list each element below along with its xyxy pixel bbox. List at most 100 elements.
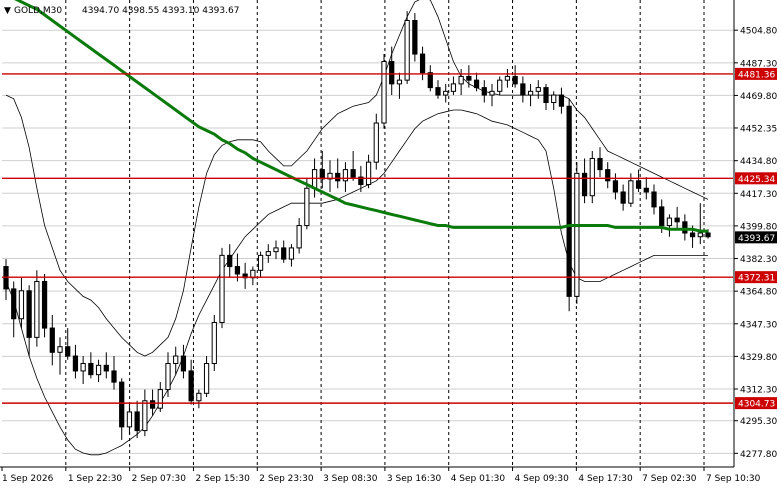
candle-body <box>381 61 387 124</box>
candle <box>497 76 503 96</box>
candle-body <box>49 327 55 353</box>
time-tick-label: 4 Sep 17:30 <box>578 474 633 484</box>
candle-body <box>203 362 210 394</box>
price-tick-label: 4312.30 <box>740 386 777 396</box>
candle <box>674 206 680 230</box>
candle-body <box>265 251 271 256</box>
candle-body <box>157 389 163 409</box>
candle <box>597 147 603 178</box>
candle-body <box>659 206 665 227</box>
candle <box>443 83 449 103</box>
candle <box>381 54 387 129</box>
candle-body <box>419 53 426 74</box>
candle-body <box>304 187 310 227</box>
price-tick-label: 4347.30 <box>740 320 777 330</box>
bollinger-bands <box>5 0 709 456</box>
candle <box>111 356 117 390</box>
candle-body <box>412 20 418 55</box>
candle <box>219 247 225 329</box>
candle <box>404 11 410 84</box>
price-axis: 4504.80 4487.30 4469.80 4452.35 4434.80 4417.… <box>734 27 777 460</box>
candle-body <box>34 280 40 338</box>
candle-body <box>396 79 403 85</box>
candle-body <box>589 157 595 197</box>
candle-body <box>581 172 588 197</box>
chart-header: ▼ GOLD,M30 4394.70 4398.55 4393.10 4393.… <box>4 6 239 16</box>
candle-body <box>296 225 302 249</box>
candle-body <box>358 176 364 186</box>
candle-body <box>574 172 580 297</box>
candle <box>520 76 526 103</box>
candle-body <box>281 247 287 260</box>
header-ohlc: 4394.70 4398.55 4393.10 4393.67 <box>82 6 239 16</box>
candle <box>635 169 642 192</box>
candle <box>257 251 264 278</box>
header-dropdown-icon[interactable]: ▼ <box>4 6 11 16</box>
candle-body <box>535 87 541 92</box>
candle-body <box>373 122 379 163</box>
time-tick-label: 2 Sep 07:30 <box>132 474 187 484</box>
candle-body <box>635 180 642 189</box>
candle <box>180 344 187 379</box>
candle-body <box>705 232 711 238</box>
candle-body <box>134 411 140 432</box>
candle <box>605 162 611 189</box>
candle-body <box>65 346 71 357</box>
candle <box>126 402 133 435</box>
candle <box>350 150 356 181</box>
candle <box>527 83 534 107</box>
horizontal-levels[interactable] <box>2 73 733 404</box>
candle-body <box>26 290 32 338</box>
time-tick-label: 2 Sep 23:30 <box>259 474 314 484</box>
candle-body <box>389 61 395 85</box>
candle-body <box>273 247 279 253</box>
candle <box>666 214 673 237</box>
candle <box>18 277 25 329</box>
candle-body <box>365 161 372 186</box>
candle <box>651 184 657 215</box>
candle-body <box>527 90 534 96</box>
candle <box>103 352 109 379</box>
candle <box>203 356 210 398</box>
price-tick-label: 4364.80 <box>740 288 777 298</box>
candle-body <box>512 75 518 85</box>
level-label-2: 4372.31 <box>738 274 775 284</box>
candle-body <box>628 180 634 204</box>
candle <box>427 65 433 92</box>
time-tick-label: 7 Sep 10:30 <box>706 474 761 484</box>
level-label-0: 4481.36 <box>738 70 775 80</box>
candle-body <box>566 105 572 297</box>
price-tick-label: 4399.80 <box>740 222 777 232</box>
candle <box>473 72 480 92</box>
candle <box>188 359 194 405</box>
candle <box>543 83 549 110</box>
candle <box>504 68 511 88</box>
candle-body <box>558 94 565 107</box>
candle-body <box>689 232 696 238</box>
candle <box>41 274 48 338</box>
candle-body <box>165 362 171 391</box>
time-tick-label: 1 Sep 2026 <box>2 474 54 484</box>
candle-body <box>227 254 233 268</box>
candle <box>49 315 55 366</box>
moving-average <box>14 0 708 233</box>
level-label-1: 4425.34 <box>738 175 775 185</box>
current-price-bg <box>735 231 777 244</box>
candle <box>57 337 63 375</box>
level-label-3: 4304.73 <box>738 400 775 410</box>
candle <box>389 46 395 96</box>
time-tick-label: 2 Sep 15:30 <box>195 474 250 484</box>
candle <box>481 80 487 103</box>
time-tick-label: 3 Sep 16:30 <box>387 474 442 484</box>
candle <box>65 328 71 360</box>
candle-body <box>543 87 549 104</box>
candle <box>265 244 271 263</box>
candle-body <box>18 290 25 320</box>
candle <box>134 400 140 439</box>
candle <box>412 13 418 62</box>
candle-body <box>427 72 433 89</box>
time-tick-label: 7 Sep 02:30 <box>642 474 697 484</box>
candle-body <box>605 169 611 182</box>
candle <box>227 244 233 278</box>
